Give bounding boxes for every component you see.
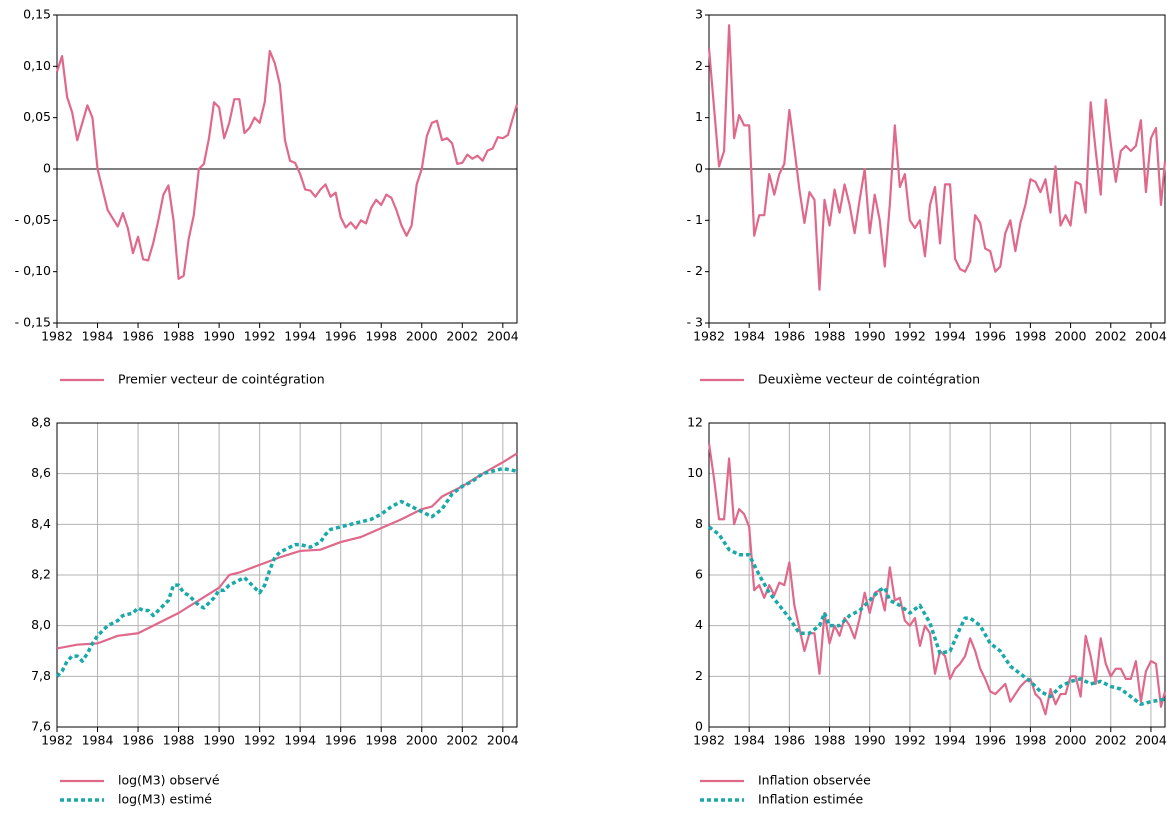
y-tick-label: - 0,05 — [15, 212, 51, 227]
y-tick-label: 10 — [687, 465, 703, 480]
x-tick-label: 1996 — [974, 733, 1006, 748]
x-tick-label: 2000 — [1055, 733, 1087, 748]
plot-frame — [56, 422, 518, 728]
x-tick-label: 2004 — [487, 733, 519, 748]
y-tick-label: 7,8 — [31, 668, 51, 683]
x-tick-label: 1990 — [854, 733, 886, 748]
x-tick-label: 1982 — [41, 329, 73, 344]
y-tick-label: 0,05 — [23, 109, 51, 124]
series-line — [707, 525, 1166, 706]
x-tick-label: 2004 — [1135, 733, 1167, 748]
y-tick-label: 6 — [695, 567, 703, 582]
x-tick-label: 1984 — [733, 329, 765, 344]
x-tick-label: 2000 — [1055, 329, 1087, 344]
x-tick-label: 1986 — [773, 733, 805, 748]
x-tick-label: 2000 — [406, 733, 438, 748]
series-line — [56, 452, 518, 650]
x-tick-label: 1984 — [82, 733, 114, 748]
y-tick-label: 0 — [43, 161, 51, 176]
x-tick-label: 1992 — [244, 733, 276, 748]
y-tick-label: - 1 — [687, 212, 703, 227]
x-tick-label: 2002 — [446, 329, 478, 344]
x-tick-label: 1990 — [203, 733, 235, 748]
x-tick-label: 1982 — [41, 733, 73, 748]
x-tick-label: 2004 — [1135, 329, 1167, 344]
x-tick-label: 2002 — [1095, 329, 1127, 344]
legend-label: log(M3) observé — [118, 773, 220, 788]
x-tick-label: 2000 — [406, 329, 438, 344]
x-tick-label: 1984 — [82, 329, 114, 344]
x-tick-label: 1990 — [854, 329, 886, 344]
y-tick-label: 2 — [695, 58, 703, 73]
x-tick-label: 1994 — [934, 329, 966, 344]
x-tick-label: 1982 — [693, 733, 725, 748]
legend-label: log(M3) estimé — [118, 792, 212, 807]
x-tick-label: 1996 — [974, 329, 1006, 344]
x-tick-label: 1988 — [814, 329, 846, 344]
series-line — [55, 466, 518, 678]
x-tick-label: 1994 — [934, 733, 966, 748]
x-tick-label: 2002 — [446, 733, 478, 748]
y-tick-label: 3 — [695, 7, 703, 22]
x-tick-label: 1996 — [325, 329, 357, 344]
y-tick-label: - 0,10 — [15, 263, 51, 278]
y-tick-label: 8,6 — [31, 465, 51, 480]
x-tick-label: 1998 — [365, 733, 397, 748]
x-tick-label: 1988 — [163, 733, 195, 748]
plot-frame — [708, 422, 1166, 728]
x-tick-label: 1988 — [814, 733, 846, 748]
series-line — [55, 49, 519, 280]
x-tick-label: 1998 — [1015, 733, 1047, 748]
y-tick-label: 8 — [695, 516, 703, 531]
y-tick-label: 2 — [695, 668, 703, 683]
x-tick-label: 1984 — [733, 733, 765, 748]
x-tick-label: 1992 — [894, 733, 926, 748]
x-tick-label: 1992 — [244, 329, 276, 344]
x-tick-label: 2002 — [1095, 733, 1127, 748]
y-tick-label: 12 — [687, 415, 703, 430]
y-tick-label: 0,15 — [23, 7, 51, 22]
x-tick-label: 1992 — [894, 329, 926, 344]
x-tick-label: 1988 — [163, 329, 195, 344]
y-tick-label: 7,6 — [31, 719, 51, 734]
y-tick-label: 0 — [695, 161, 703, 176]
x-tick-label: 1986 — [773, 329, 805, 344]
x-tick-label: 1982 — [693, 329, 725, 344]
y-tick-label: 0 — [695, 719, 703, 734]
y-tick-label: 1 — [695, 109, 703, 124]
x-tick-label: 2004 — [487, 329, 519, 344]
y-tick-label: 8,4 — [31, 516, 51, 531]
y-tick-label: 0,10 — [23, 58, 51, 73]
y-tick-label: - 2 — [687, 263, 703, 278]
y-tick-label: 8,8 — [31, 415, 51, 430]
y-tick-label: - 0,15 — [15, 315, 51, 330]
x-tick-label: 1986 — [122, 733, 154, 748]
x-tick-label: 1990 — [203, 329, 235, 344]
y-tick-label: 8,0 — [31, 617, 51, 632]
legend-label: Deuxième vecteur de cointégration — [758, 372, 980, 387]
y-tick-label: 8,2 — [31, 567, 51, 582]
series-line — [707, 443, 1167, 716]
x-tick-label: 1994 — [284, 733, 316, 748]
x-tick-label: 1994 — [284, 329, 316, 344]
x-tick-label: 1998 — [1015, 329, 1047, 344]
y-tick-label: - 3 — [687, 315, 703, 330]
legend-label: Premier vecteur de cointégration — [118, 372, 325, 387]
legend-label: Inflation observée — [758, 773, 871, 788]
x-tick-label: 1998 — [365, 329, 397, 344]
x-tick-label: 1986 — [122, 329, 154, 344]
y-tick-label: 4 — [695, 617, 703, 632]
series-line — [707, 24, 1167, 291]
x-tick-label: 1996 — [325, 733, 357, 748]
legend-label: Inflation estimée — [758, 792, 864, 807]
